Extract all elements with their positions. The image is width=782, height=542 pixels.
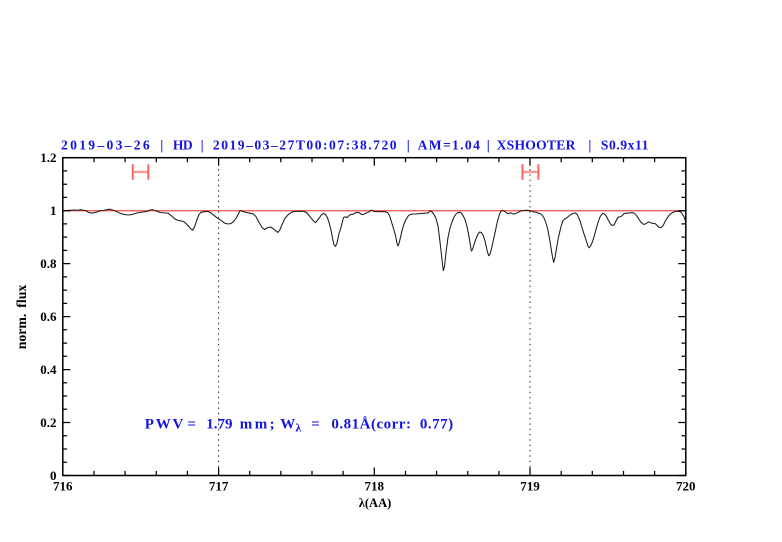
svg-text:1: 1 (50, 203, 57, 218)
svg-text:0.8: 0.8 (40, 256, 57, 271)
svg-text:norm. flux: norm. flux (14, 285, 29, 350)
svg-text:0.4: 0.4 (40, 362, 57, 377)
svg-text:λ(AA): λ(AA) (359, 496, 392, 510)
svg-text:718: 718 (365, 479, 385, 494)
svg-text:717: 717 (209, 479, 229, 494)
svg-text:0.6: 0.6 (40, 309, 57, 324)
svg-text:716: 716 (53, 479, 73, 494)
svg-text:719: 719 (520, 479, 540, 494)
svg-text:0: 0 (50, 468, 57, 483)
svg-text:2019–03–26|HD|2019–03–27T00:07: 2019–03–26 | HD | 2019–03–27T00:07:38.720 | AM… (61, 137, 649, 152)
svg-text:720: 720 (676, 479, 696, 494)
svg-text:1.2: 1.2 (40, 150, 56, 165)
svg-text:0.2: 0.2 (40, 415, 56, 430)
